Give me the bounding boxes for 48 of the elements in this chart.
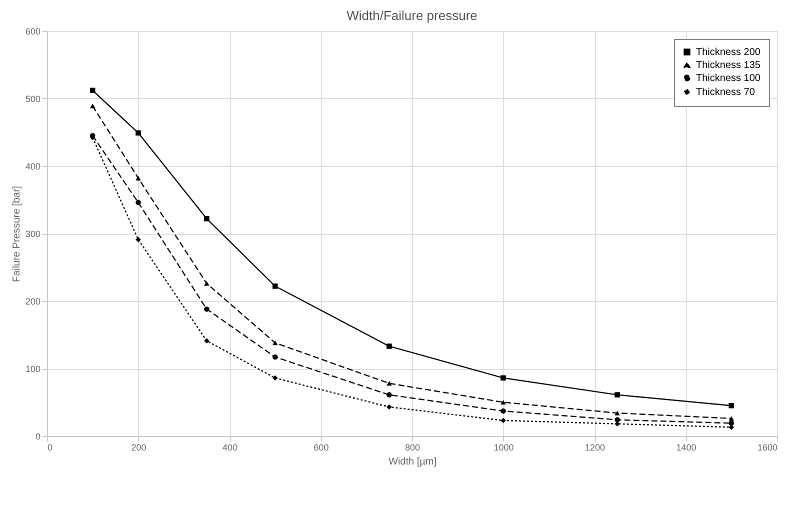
y-tick-label: 200 <box>25 296 40 306</box>
point <box>204 338 210 344</box>
x-axis-title: Width [µm] <box>388 456 437 468</box>
chart-title: Width/Failure pressure <box>346 8 478 23</box>
point <box>90 104 96 108</box>
point <box>204 216 210 222</box>
x-tick-label: 1200 <box>584 442 606 452</box>
point <box>386 392 392 398</box>
point <box>272 284 278 289</box>
point <box>204 306 210 312</box>
legend-label: Thickness 70 <box>696 87 756 98</box>
legend-label: Thickness 200 <box>696 47 761 58</box>
point <box>614 410 620 416</box>
point <box>90 88 96 94</box>
x-tick-label: 1000 <box>494 442 514 452</box>
y-tick-label: 100 <box>25 364 40 374</box>
y-tick-label: 0 <box>35 432 40 442</box>
point <box>614 417 620 422</box>
point <box>136 130 141 136</box>
y-tick-label: 400 <box>25 162 40 172</box>
y-axis-title: Failure Pressure [bar] <box>11 186 22 282</box>
legend-label: Thickness 100 <box>696 73 761 84</box>
legend-label: Thickness 135 <box>696 60 761 71</box>
y-tick-label: 300 <box>25 229 40 239</box>
point <box>614 392 620 398</box>
point <box>728 416 734 421</box>
x-tick-label: 600 <box>314 442 329 452</box>
point <box>272 375 278 381</box>
point <box>500 400 506 405</box>
y-tick-label: 500 <box>25 94 40 104</box>
point <box>136 176 141 180</box>
x-tick-label: 1600 <box>757 442 778 452</box>
point <box>386 381 392 386</box>
point <box>204 281 210 286</box>
x-tick-label: 800 <box>404 442 420 452</box>
x-tick-label: 200 <box>131 442 146 452</box>
point <box>500 408 506 414</box>
y-tick-label: 600 <box>25 26 40 36</box>
point <box>272 340 278 346</box>
point <box>386 344 392 349</box>
x-tick-label: 1400 <box>676 442 696 452</box>
point <box>272 354 278 360</box>
x-tick-label: 0 <box>48 442 53 452</box>
point <box>500 375 506 381</box>
point <box>136 200 141 206</box>
point <box>728 420 734 426</box>
x-tick-label: 400 <box>222 442 238 452</box>
point <box>728 402 734 408</box>
